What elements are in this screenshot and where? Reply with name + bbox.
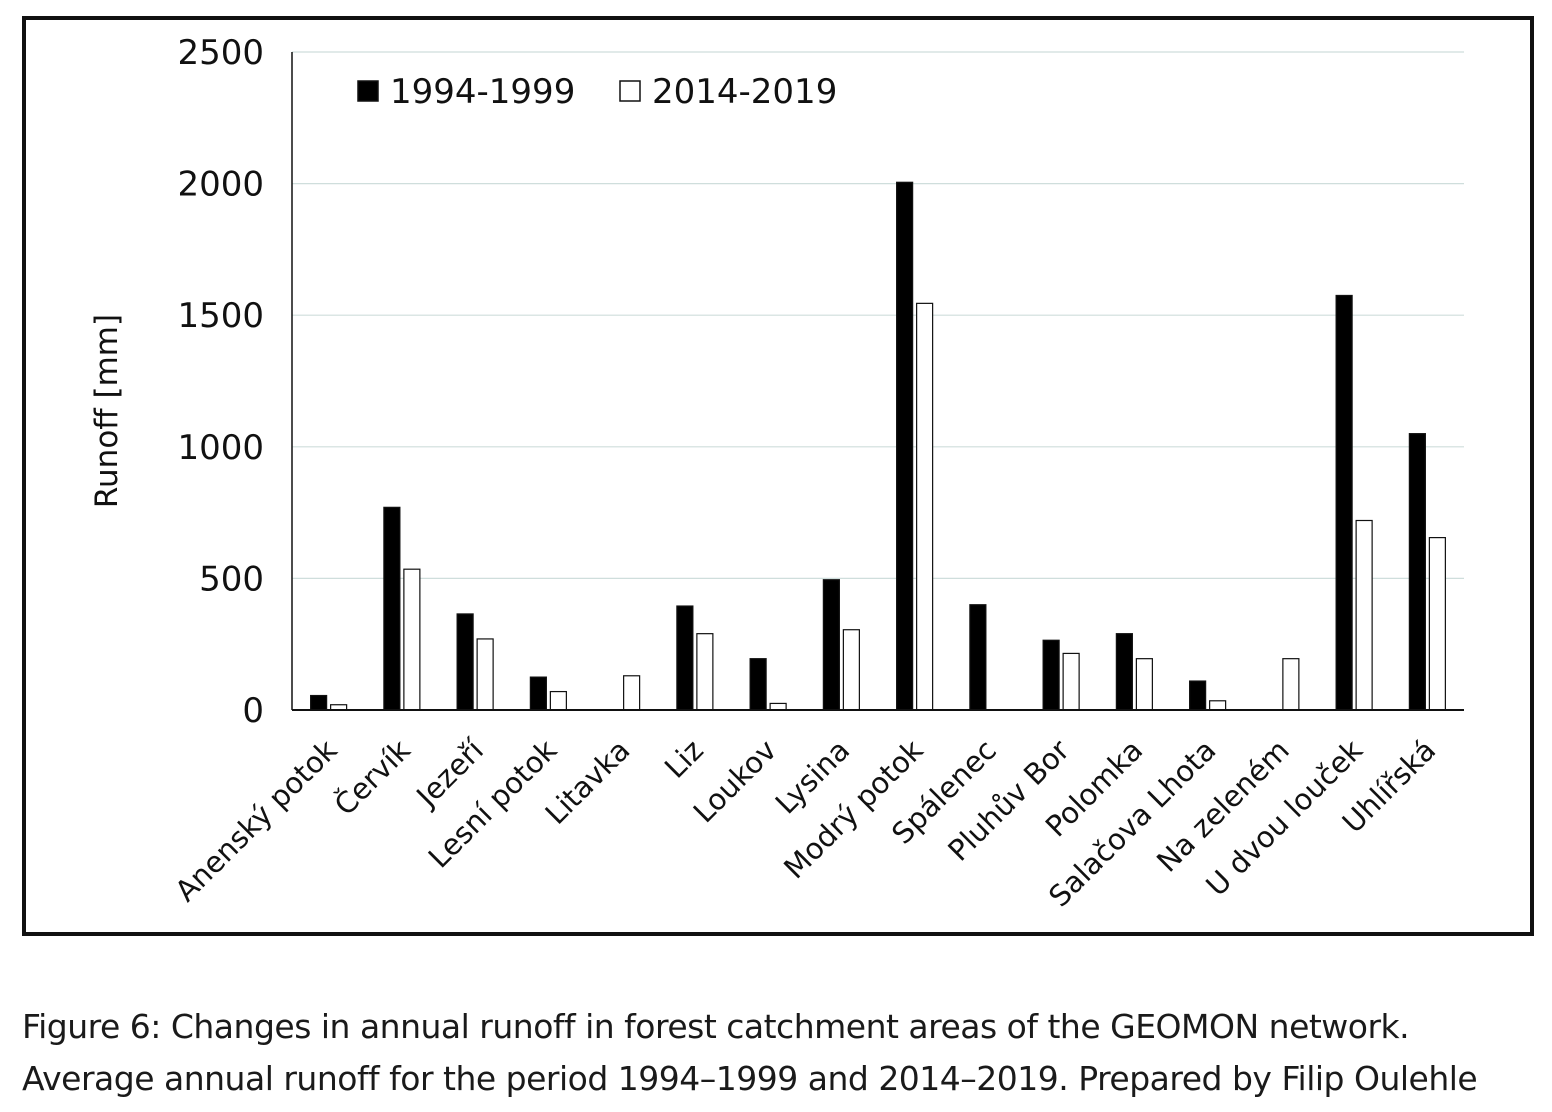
y-tick-label: 0 — [242, 691, 264, 731]
bar-1994-1999-Polomka — [1115, 633, 1133, 711]
bar-1994-1999-Červík — [383, 506, 401, 711]
bar-2014-2019-Litavka — [623, 675, 641, 711]
bar-2014-2019-Pluhův Bor — [1062, 652, 1080, 711]
bar-2014-2019-Liz — [696, 633, 714, 711]
bar-2014-2019-Červík — [403, 568, 421, 711]
x-tick-label: Liz — [658, 733, 710, 785]
bar-2014-2019-Polomka — [1135, 658, 1153, 711]
bar-1994-1999-Modrý potok — [896, 181, 914, 711]
bar-2014-2019-Lysina — [842, 629, 860, 711]
y-tick-label: 1000 — [177, 428, 264, 468]
figure-caption-line-1: Figure 6: Changes in annual runoff in fo… — [22, 1007, 1410, 1046]
bar-1994-1999-Spálenec — [969, 604, 987, 711]
bar-1994-1999-Liz — [676, 605, 694, 711]
bar-1994-1999-Jezeří — [456, 613, 474, 711]
y-tick-label: 1500 — [177, 296, 264, 336]
bar-1994-1999-Loukov — [749, 658, 767, 711]
bar-2014-2019-U dvou louček — [1355, 519, 1373, 711]
bar-1994-1999-Lysina — [822, 579, 840, 711]
bar-2014-2019-Lesní potok — [549, 690, 567, 711]
y-axis-title: Runoff [mm] — [89, 314, 125, 508]
chart-frame: 0 500 1000 1500 2000 2500 Runoff [mm] Anenský p… — [22, 16, 1534, 936]
bar-1994-1999-U dvou louček — [1335, 294, 1353, 711]
legend-swatch-2014-2019 — [619, 80, 641, 102]
y-tick-label: 2500 — [177, 33, 264, 73]
bar-2014-2019-Jezeří — [476, 638, 494, 711]
x-tick-label: Anenský potok — [168, 733, 343, 908]
y-tick-label: 2000 — [177, 165, 264, 205]
bar-2014-2019-Salačova Lhota — [1209, 700, 1227, 711]
bar-2014-2019-Na zeleném — [1282, 658, 1300, 711]
legend-label: 1994-1999 — [390, 72, 575, 112]
y-tick-label: 500 — [199, 559, 264, 599]
figure-caption-line-2: Average annual runoff for the period 199… — [22, 1059, 1478, 1098]
legend-swatch-1994-1999 — [357, 80, 379, 102]
bar-1994-1999-Pluhův Bor — [1042, 639, 1060, 711]
bar-1994-1999-Salačova Lhota — [1189, 680, 1207, 711]
bar-1994-1999-Uhlířská — [1408, 433, 1426, 711]
bar-1994-1999-Lesní potok — [529, 676, 547, 711]
x-tick-label: Červík — [328, 733, 417, 822]
bar-2014-2019-Uhlířská — [1428, 537, 1446, 711]
x-tick-label: Loukov — [687, 733, 783, 829]
legend-label: 2014-2019 — [652, 72, 837, 112]
bar-chart: 0 500 1000 1500 2000 2500 Runoff [mm] Anenský p… — [89, 33, 1464, 913]
bar-2014-2019-Modrý potok — [916, 302, 934, 711]
bar-1994-1999-Anenský potok — [310, 694, 328, 711]
